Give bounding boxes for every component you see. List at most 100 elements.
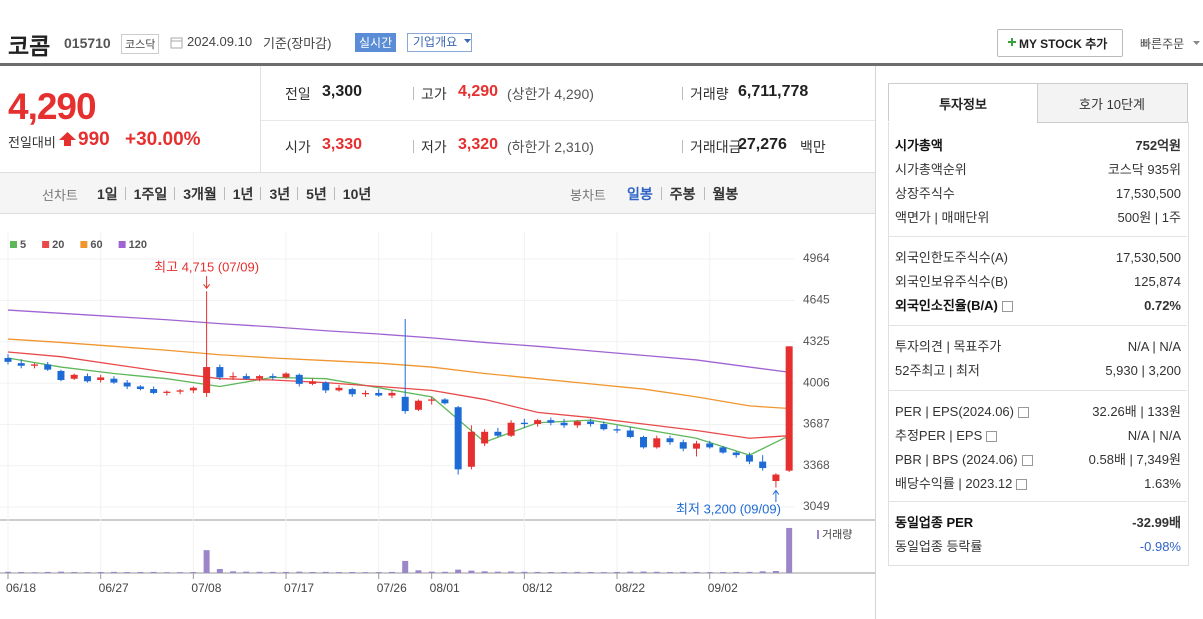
tab-active[interactable] [888,83,1038,122]
separator [223,187,225,200]
price-label: 고가 [421,86,447,102]
tab[interactable] [1037,83,1188,123]
candle-body [534,420,542,425]
volume-bar [137,571,144,573]
info-value: 0.72% [1144,298,1181,313]
toolbar [0,172,875,214]
info-row: PER | EPS(2024.06) 32.26배 | 133원 [895,402,1181,422]
line-chart-label: 선차트 [42,188,78,203]
candle-body [653,438,661,448]
volume-bar [627,571,634,573]
candle-body [17,363,25,366]
separator [124,187,126,200]
candle-body [229,376,237,378]
up-arrow [59,132,76,146]
volume-bar [772,570,779,573]
x-tick-label: 07/26 [377,581,407,595]
volume-bar [5,571,11,573]
candle-body [176,390,184,392]
candle-body [666,438,674,443]
period[interactable]: 주봉 [669,186,696,202]
candle-body [719,447,727,453]
volume-label: 거래량 [822,528,852,541]
x-tick-label: 08/12 [522,581,552,595]
period[interactable]: 10년 [342,186,372,202]
period[interactable]: 1일 [97,186,118,202]
volume-bar [759,571,766,573]
period[interactable]: 5년 [306,186,327,202]
volume-bar [547,571,554,573]
group-divider [889,325,1187,326]
quick-order[interactable]: 빠른주문 [1140,37,1185,51]
help-icon[interactable] [1021,455,1033,467]
info-value: 125,874 [1134,274,1181,289]
period[interactable]: 1주일 [133,186,168,202]
price-value: 3,330 [322,136,363,153]
info-value: -0.98% [1139,539,1181,554]
candle-body [745,455,753,462]
change-label: 전일대비 [8,135,56,150]
period[interactable]: 3개월 [183,186,217,202]
price-value: 4,290 [458,83,499,100]
candle-body [242,376,250,379]
candle-body [388,392,396,396]
period[interactable]: 일봉 [627,186,653,202]
legend-label: 60 [90,239,102,251]
volume-bar [719,571,726,573]
help-icon[interactable] [1016,479,1028,491]
volume-bar [110,571,117,573]
volume-bar [84,572,91,573]
candle-body [189,387,197,391]
volume-bar [203,550,210,573]
legend-swatch [118,241,126,248]
price-note: (하한가 2,310) [507,139,594,155]
candle-body [150,389,158,393]
change: 990 [78,129,110,150]
separator [413,87,414,100]
info-label: 배당수익률 | 2023.12 [895,474,1028,494]
period[interactable]: 월봉 [712,186,739,202]
volume-bar [336,572,342,573]
period[interactable]: 3년 [269,186,291,202]
overview-dropdown[interactable]: 기업개요 [407,33,473,52]
info-label: 추정PER | EPS [895,426,998,446]
help-icon[interactable] [1001,301,1013,313]
info-value: 752억원 [1135,138,1181,153]
my-stock-label[interactable]: MY STOCK 추가 [1019,37,1108,51]
divider [875,66,876,619]
tab-label[interactable]: 호가 10단계 [1079,97,1145,112]
volume-bar [521,571,528,573]
my-stock-button[interactable] [997,29,1123,57]
price-label: 저가 [421,139,447,155]
volume-bar [375,572,382,573]
volume-bar [534,571,541,573]
volume-bar [18,571,25,573]
info-value: -32.99배 [1132,515,1181,530]
info-row: 액면가 | 매매단위 500원 | 1주 [895,208,1181,228]
help-icon[interactable] [986,431,998,443]
x-tick-label: 06/27 [99,581,129,595]
price-note: (상한가 4,290) [507,86,594,102]
price-unit: 백만 [800,139,826,155]
info-label: 외국인소진율(B/A) [895,296,1013,316]
price-value: 3,320 [458,136,499,153]
volume-bar [680,571,687,573]
candle-body [322,382,330,391]
info-label: 동일업종 등락률 [895,539,983,554]
price-label: 거래량 [690,86,729,102]
info-row: 외국인한도주식수(A) 17,530,500 [895,248,1181,268]
realtime-badge[interactable]: 실시간 [355,33,397,52]
volume-bar [322,571,329,573]
info-label: 외국인한도주식수(A) [895,250,1009,265]
help-icon[interactable] [1018,407,1029,419]
candle-body [785,346,793,471]
volume-bar [349,571,356,573]
volume-bar [693,571,700,573]
period[interactable]: 1년 [232,186,254,202]
x-tick-label: 09/02 [708,581,738,595]
candle-body [163,391,171,393]
info-row: 외국인소진율(B/A) 0.72% [895,296,1181,316]
tab-label[interactable]: 투자정보 [939,97,987,112]
info-value: 코스닥 935위 [1107,162,1181,177]
